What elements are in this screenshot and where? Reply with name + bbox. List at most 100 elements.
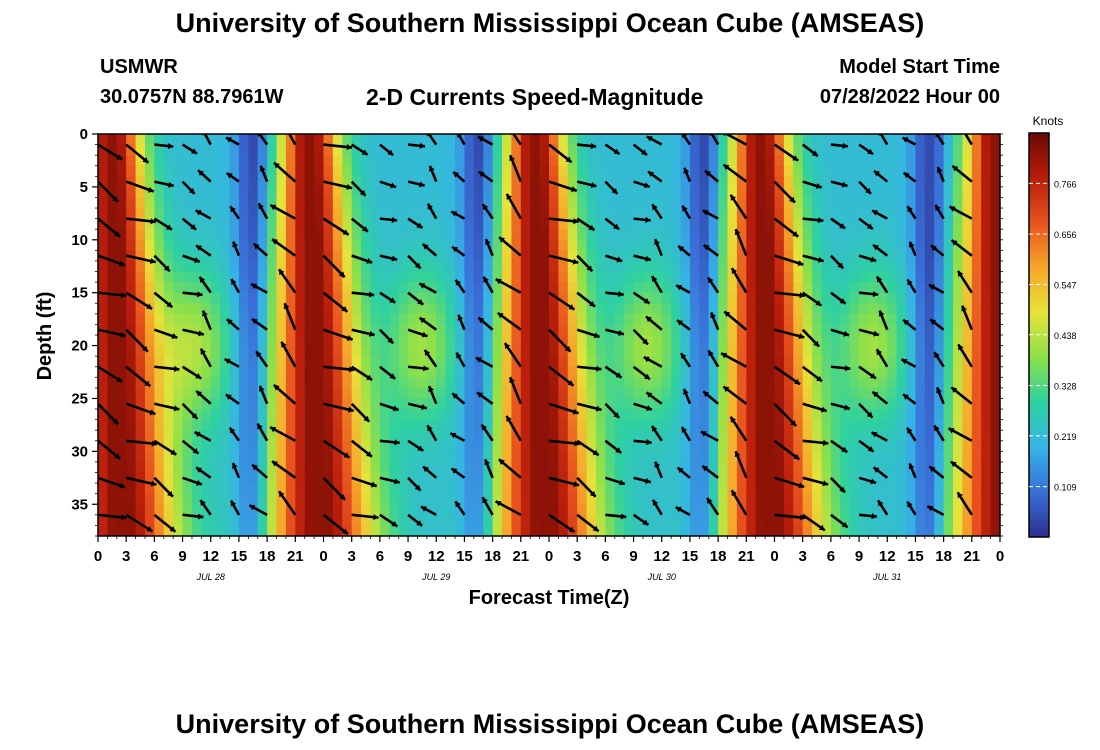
heat-cell [783, 197, 794, 209]
heat-cell [267, 134, 278, 146]
heat-cell [248, 165, 259, 177]
current-arrowhead [346, 143, 352, 151]
current-arrowhead [708, 277, 714, 284]
heat-cell [896, 461, 907, 474]
heat-cell [126, 398, 137, 410]
heat-cell [126, 440, 137, 452]
current-arrowhead [815, 300, 822, 306]
heat-cell [304, 387, 315, 400]
heat-cell [455, 260, 466, 273]
heat-cell [765, 144, 776, 156]
current-arrowhead [815, 182, 822, 189]
heat-cell [990, 218, 1000, 230]
current-arrowhead [114, 231, 121, 237]
heat-cell [323, 282, 334, 294]
heat-cell [135, 250, 146, 262]
heat-cell [361, 313, 372, 326]
current-arrowhead [141, 345, 148, 352]
heat-cell [624, 440, 635, 452]
heat-cell [436, 366, 447, 378]
heat-cell [370, 409, 381, 421]
current-arrowhead [339, 494, 346, 500]
heat-cell [502, 271, 513, 283]
current-arrowhead [394, 439, 400, 446]
current-arrowhead [342, 229, 349, 235]
heat-cell [389, 472, 400, 484]
heat-cell [689, 483, 700, 495]
heat-cell [276, 345, 287, 357]
heat-cell [182, 155, 193, 167]
heat-cell [455, 218, 466, 230]
current-arrowhead [368, 330, 375, 337]
heat-cell [577, 155, 588, 167]
current-arrowhead [648, 171, 655, 178]
heat-cell [173, 292, 184, 304]
heat-cell [144, 472, 155, 484]
heat-cell [210, 271, 221, 283]
heat-cell [98, 165, 108, 177]
heat-cell [812, 134, 823, 146]
heat-cell [182, 292, 193, 304]
heat-cell [859, 208, 870, 220]
heat-cell [408, 197, 419, 209]
heat-cell [971, 493, 982, 505]
heat-cell [154, 165, 165, 177]
heat-cell [370, 324, 381, 336]
heat-cell [934, 525, 945, 536]
heat-cell [633, 409, 644, 421]
heat-cell [455, 345, 466, 357]
y-tick-label: 10 [71, 232, 88, 249]
heat-cell [295, 345, 306, 357]
heat-cell [295, 292, 306, 304]
heat-cell [267, 197, 278, 209]
heat-cell [727, 461, 738, 474]
heat-cell [323, 208, 334, 220]
heat-cell [755, 197, 766, 209]
heat-cell [464, 440, 475, 452]
heat-cell [248, 239, 259, 251]
heat-cell [868, 186, 879, 199]
heat-cell [351, 356, 362, 368]
current-arrowhead [281, 120, 286, 126]
heat-cell [981, 165, 992, 177]
heat-cell [812, 303, 823, 315]
heat-cell [304, 398, 315, 410]
current-arrowhead [567, 380, 574, 386]
heat-cell [943, 387, 954, 400]
heat-cell [962, 176, 973, 188]
heat-cell [915, 292, 926, 304]
colorbar-tick-label: 0.219 [1054, 432, 1077, 442]
heat-cell [849, 483, 860, 495]
heat-cell [530, 282, 541, 294]
heat-cell [924, 134, 935, 146]
heat-cell [614, 239, 625, 251]
heat-cell [492, 176, 503, 188]
heat-cell [173, 398, 184, 410]
heat-cell [642, 335, 653, 347]
heat-cell [98, 313, 108, 326]
heat-cell [248, 335, 259, 347]
heat-cell [718, 345, 729, 357]
heat-cell [332, 472, 343, 484]
heat-cell [248, 292, 259, 304]
heat-cell [840, 313, 851, 326]
heat-cell [896, 165, 907, 177]
heat-cell [680, 303, 691, 315]
heat-cell [163, 504, 174, 516]
x-tick-label: 6 [376, 548, 384, 565]
heat-cell [962, 525, 973, 536]
heat-cell [577, 218, 588, 230]
heat-cell [915, 260, 926, 273]
heat-cell [605, 229, 616, 241]
current-arrowhead [363, 415, 370, 422]
heat-cell [154, 239, 165, 251]
heat-cell [107, 525, 118, 536]
heat-cell [877, 451, 888, 463]
heat-cell [652, 292, 663, 304]
current-arrowhead [589, 490, 596, 497]
heat-cell [473, 472, 484, 484]
heat-cell [774, 155, 785, 167]
heat-cell [868, 303, 879, 315]
heat-cell [971, 366, 982, 378]
heat-cell [849, 144, 860, 156]
